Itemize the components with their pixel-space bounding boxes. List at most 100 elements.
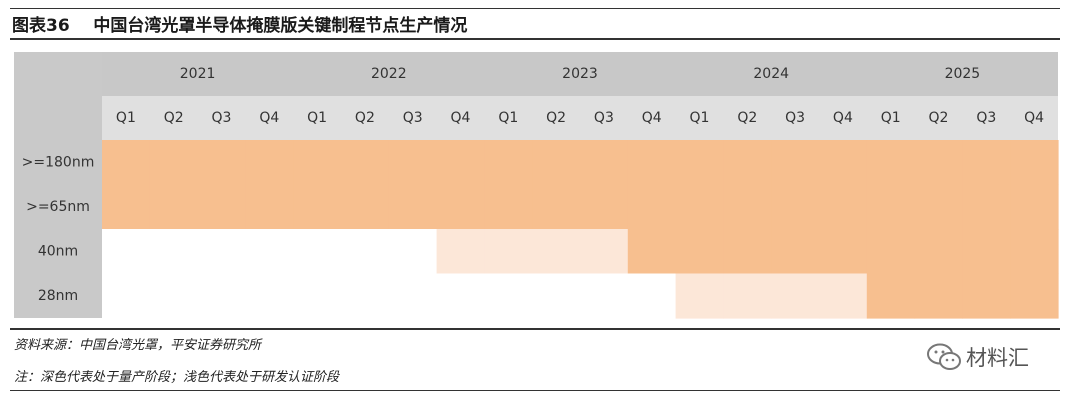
- cell-28nm-12: [675, 273, 724, 319]
- cell->=65nm-12: [675, 184, 724, 230]
- quarter-label-2025-Q3: Q3: [976, 110, 996, 126]
- cell->=65nm-16: [866, 184, 916, 230]
- quarter-label-2021-Q3: Q3: [212, 110, 232, 126]
- cell-28nm-4: [293, 273, 342, 319]
- cell-28nm-5: [341, 273, 390, 319]
- year-label-2025: 2025: [945, 66, 981, 82]
- cell->=65nm-1: [149, 184, 199, 230]
- cell-28nm-16: [866, 273, 916, 319]
- cell->=65nm-4: [293, 184, 342, 230]
- cell->=180nm-6: [388, 140, 438, 186]
- title-bottom-rule: [10, 38, 1060, 40]
- footer-top-rule: [10, 328, 1060, 330]
- quarter-label-2023-Q1: Q1: [498, 110, 518, 126]
- cell-28nm-11: [627, 273, 677, 319]
- cell-40nm-16: [866, 229, 916, 275]
- year-label-2021: 2021: [180, 66, 216, 82]
- cell->=180nm-8: [484, 140, 533, 186]
- cell-40nm-18: [962, 229, 1011, 275]
- cell-40nm-2: [197, 229, 246, 275]
- cell-28nm-19: [1010, 273, 1059, 319]
- cell-40nm-6: [388, 229, 438, 275]
- cell->=65nm-5: [341, 184, 390, 230]
- cell-28nm-17: [914, 273, 963, 319]
- cell-40nm-14: [771, 229, 820, 275]
- quarter-label-2024-Q2: Q2: [737, 110, 757, 126]
- cell-28nm-0: [102, 273, 151, 319]
- cell->=180nm-2: [197, 140, 246, 186]
- quarter-label-2023-Q4: Q4: [642, 110, 662, 126]
- cell->=65nm-2: [197, 184, 246, 230]
- quarter-label-2022-Q1: Q1: [307, 110, 327, 126]
- watermark: 材料汇: [924, 338, 1064, 372]
- row-label-40nm: 40nm: [38, 243, 78, 259]
- cell-28nm-14: [771, 273, 820, 319]
- cell-40nm-19: [1010, 229, 1059, 275]
- cell-40nm-15: [819, 229, 868, 275]
- cell->=65nm-8: [484, 184, 533, 230]
- year-header-band: [102, 52, 1058, 96]
- cell->=180nm-1: [149, 140, 199, 186]
- cell->=180nm-4: [293, 140, 342, 186]
- cell->=65nm-11: [627, 184, 677, 230]
- cell-28nm-1: [149, 273, 199, 319]
- cell->=180nm-9: [532, 140, 581, 186]
- row-label->=65nm: >=65nm: [26, 199, 90, 215]
- cell-28nm-7: [436, 273, 485, 319]
- title-top-rule: [10, 8, 1060, 9]
- quarter-label-2024-Q1: Q1: [690, 110, 710, 126]
- cell->=65nm-18: [962, 184, 1011, 230]
- footer-bottom-rule: [10, 390, 1060, 391]
- quarter-label-2021-Q2: Q2: [164, 110, 184, 126]
- quarter-header-band: [102, 96, 1058, 140]
- cell->=65nm-9: [532, 184, 581, 230]
- quarter-label-2025-Q1: Q1: [881, 110, 901, 126]
- cell->=65nm-6: [388, 184, 438, 230]
- cell-40nm-9: [532, 229, 581, 275]
- row-label->=180nm: >=180nm: [22, 154, 95, 170]
- cell-40nm-8: [484, 229, 533, 275]
- cell->=65nm-13: [723, 184, 772, 230]
- quarter-label-2022-Q2: Q2: [355, 110, 375, 126]
- row-label-column: [14, 52, 102, 318]
- year-label-2023: 2023: [562, 66, 598, 82]
- cell->=180nm-13: [723, 140, 772, 186]
- cell->=180nm-0: [102, 140, 151, 186]
- quarter-label-2023-Q3: Q3: [594, 110, 614, 126]
- quarter-label-2022-Q3: Q3: [403, 110, 423, 126]
- row-label-28nm: 28nm: [38, 288, 78, 304]
- quarter-label-2021-Q1: Q1: [116, 110, 136, 126]
- quarter-label-2025-Q2: Q2: [929, 110, 949, 126]
- cell-28nm-18: [962, 273, 1011, 319]
- quarter-label-2022-Q4: Q4: [451, 110, 471, 126]
- watermark-text: 材料汇: [966, 346, 1029, 370]
- cell->=65nm-15: [819, 184, 868, 230]
- cell-28nm-15: [819, 273, 868, 319]
- cell->=180nm-15: [819, 140, 868, 186]
- source-note: 资料来源：中国台湾光罩，平安证券研究所: [14, 338, 262, 353]
- cell-28nm-6: [388, 273, 438, 319]
- cell-40nm-7: [436, 229, 485, 275]
- cell-40nm-10: [580, 229, 629, 275]
- cell->=65nm-17: [914, 184, 963, 230]
- cell-28nm-13: [723, 273, 772, 319]
- legend-note: 注：深色代表处于量产阶段；浅色代表处于研发认证阶段: [14, 370, 340, 385]
- cell-40nm-5: [341, 229, 390, 275]
- cell-28nm-9: [532, 273, 581, 319]
- cell-28nm-8: [484, 273, 533, 319]
- cell-40nm-4: [293, 229, 342, 275]
- cell->=65nm-10: [580, 184, 629, 230]
- quarter-label-2025-Q4: Q4: [1024, 110, 1044, 126]
- cell->=180nm-11: [627, 140, 677, 186]
- cell-28nm-3: [245, 273, 294, 319]
- cell->=180nm-16: [866, 140, 916, 186]
- quarter-label-2024-Q3: Q3: [785, 110, 805, 126]
- cell->=180nm-5: [341, 140, 390, 186]
- cell->=180nm-12: [675, 140, 724, 186]
- cell->=180nm-10: [580, 140, 629, 186]
- quarter-label-2024-Q4: Q4: [833, 110, 853, 126]
- cell->=65nm-0: [102, 184, 151, 230]
- cell->=180nm-18: [962, 140, 1011, 186]
- cell-40nm-17: [914, 229, 963, 275]
